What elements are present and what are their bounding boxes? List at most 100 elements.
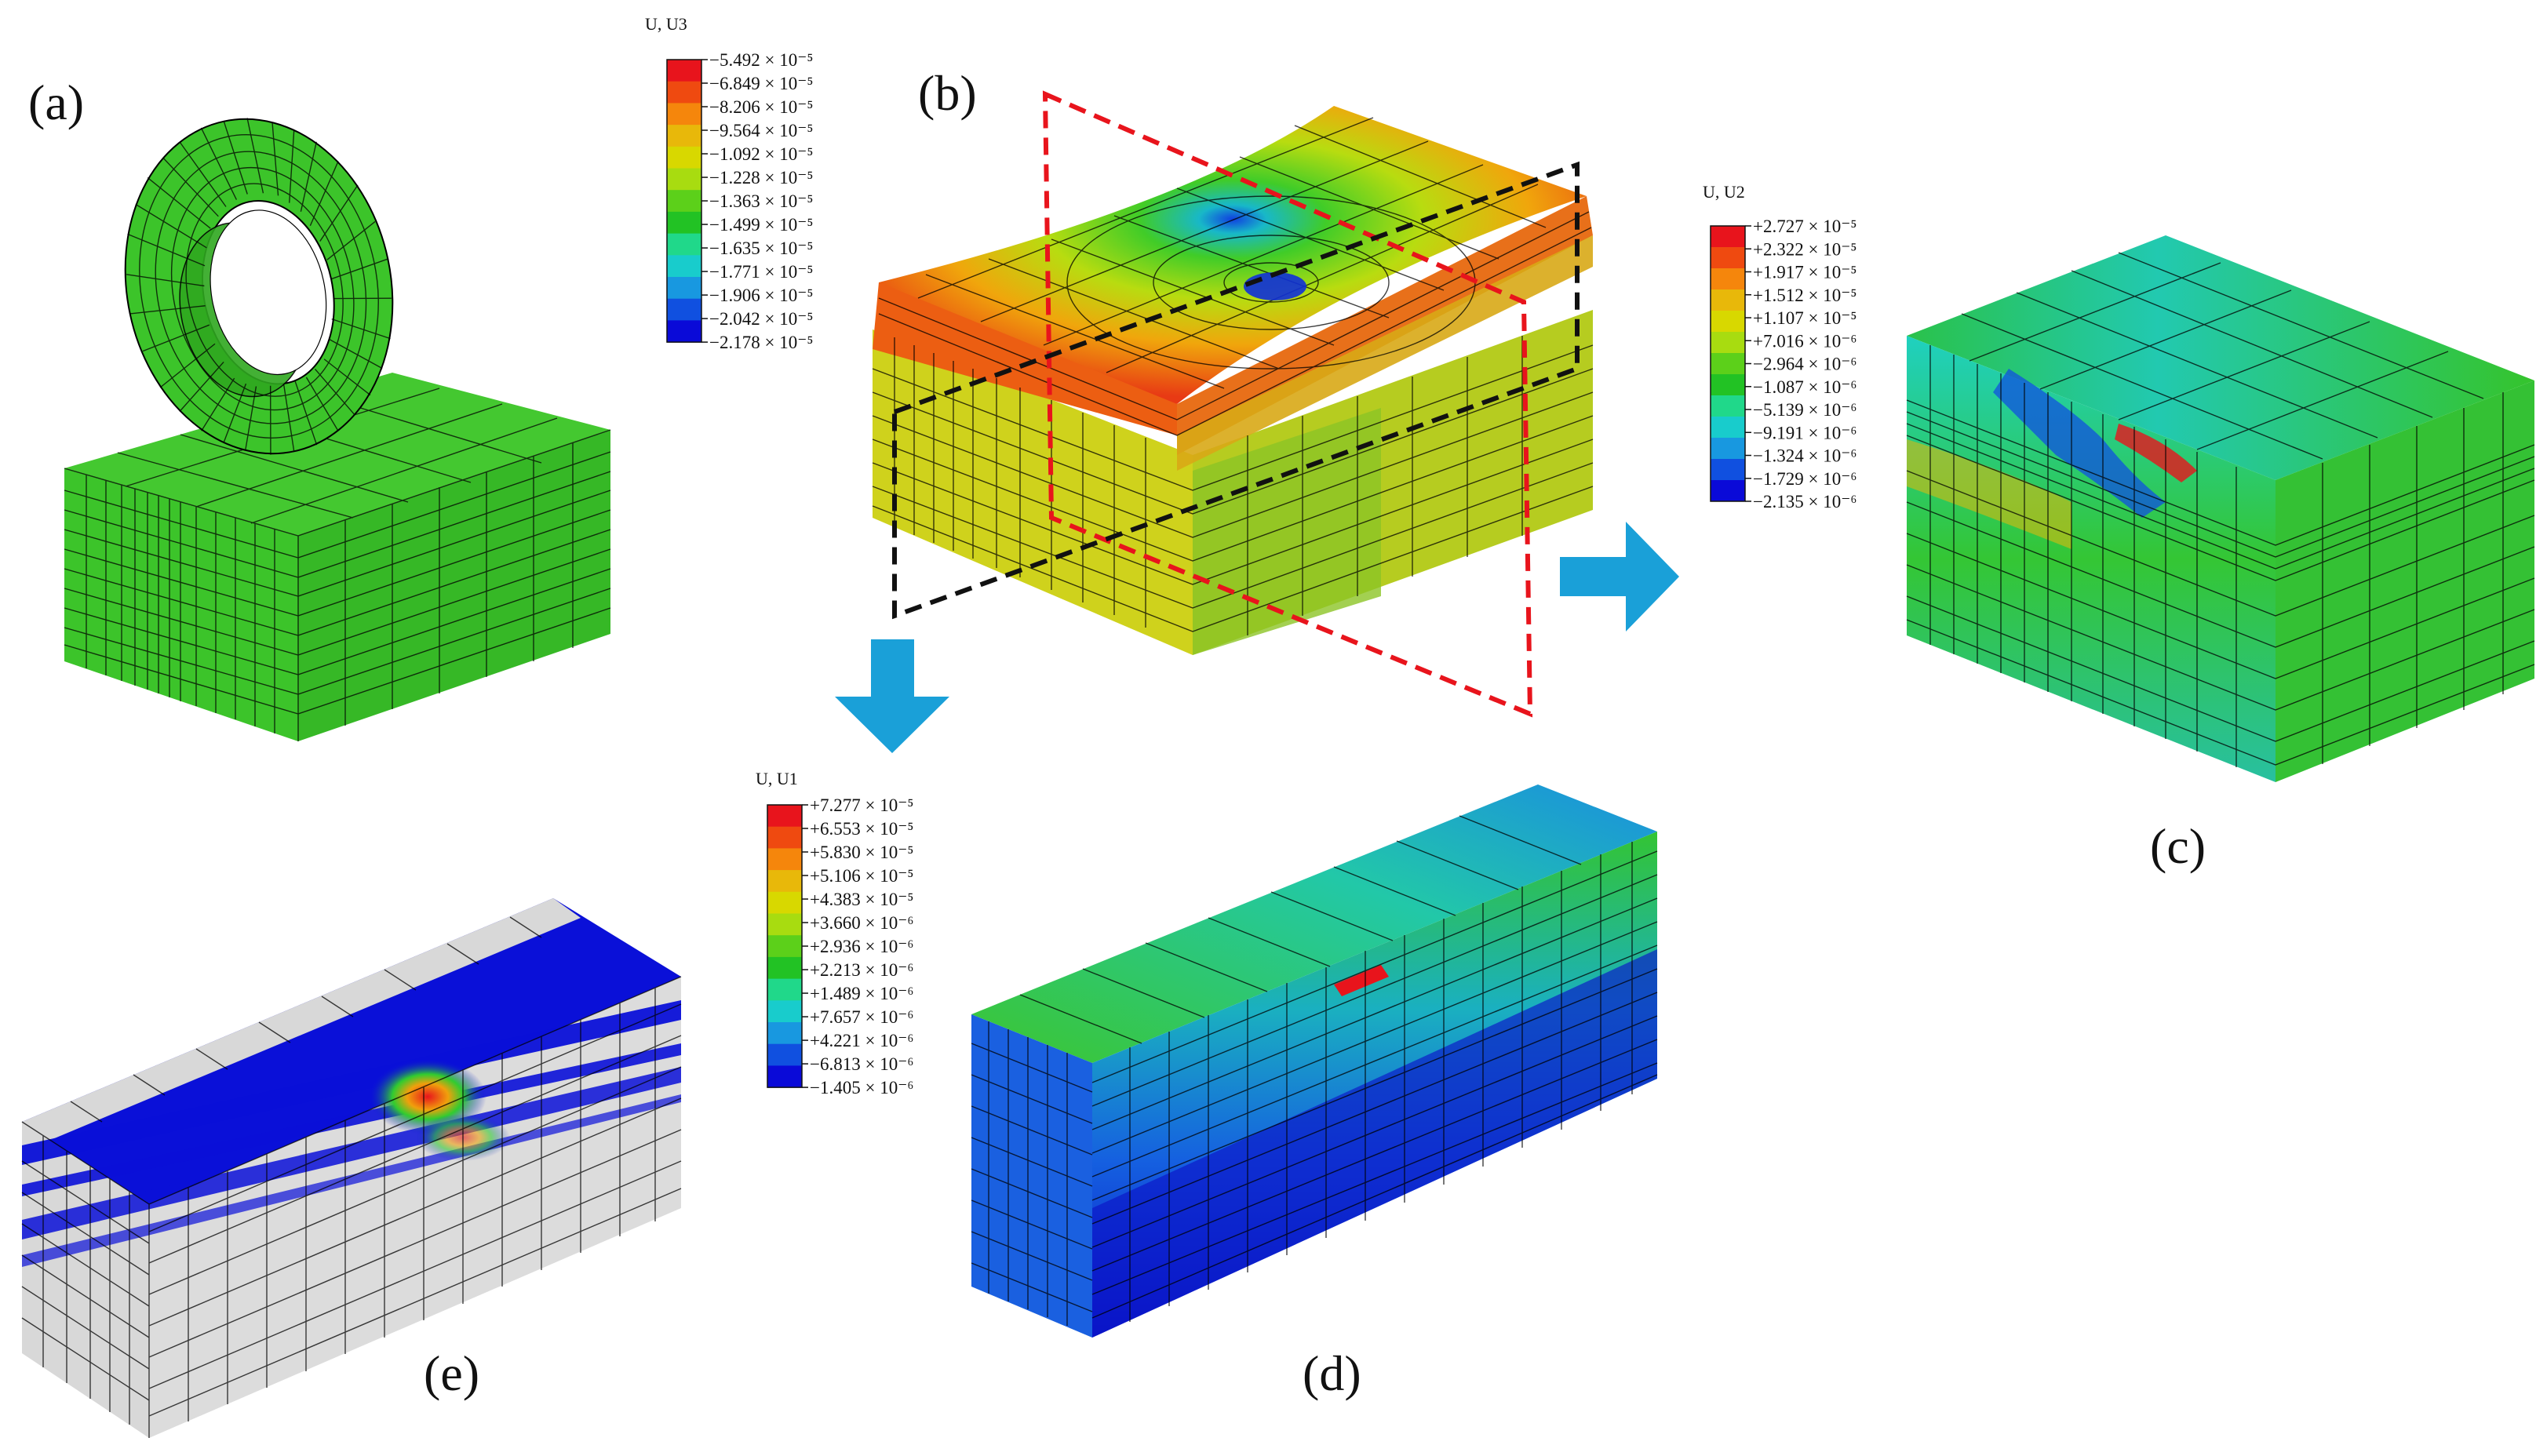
legend-u2-tick-label: +1.107 × 10⁻⁵	[1753, 308, 1857, 328]
panel-e-label: (e)	[424, 1345, 479, 1401]
legend-u1-tick-label: +3.660 × 10⁻⁶	[810, 913, 913, 933]
panel-a-model	[64, 118, 611, 741]
legend-u3-swatch	[667, 320, 701, 343]
panel-b-model	[872, 90, 1594, 718]
panel-a-label: (a)	[28, 75, 84, 130]
legend-u1-swatch	[767, 848, 802, 871]
legend-u2-tick-label: −1.087 × 10⁻⁶	[1753, 377, 1857, 397]
legend-u3-tick-label: −1.228 × 10⁻⁵	[709, 168, 813, 187]
arrow-down	[835, 639, 949, 753]
legend-u1-swatch	[767, 891, 802, 914]
legend-u1-swatch	[767, 1022, 802, 1045]
legend-u2-colorbar	[1710, 225, 1746, 502]
legend-u1-tick-label: +2.936 × 10⁻⁶	[810, 937, 913, 956]
legend-u3-swatch	[667, 146, 701, 169]
legend-u3-tick-label: −8.206 × 10⁻⁵	[709, 97, 813, 117]
legend-u2-tick-label: +1.917 × 10⁻⁵	[1753, 263, 1857, 282]
panel-b-front-face	[873, 329, 1193, 655]
legend-u2-tick-label: −2.135 × 10⁻⁶	[1753, 492, 1857, 511]
panel-c-label: (c)	[2150, 818, 2206, 874]
legend-u2-swatch	[1711, 459, 1745, 481]
legend-u3-tick-label: −1.771 × 10⁻⁵	[709, 262, 813, 282]
legend-u2-swatch	[1711, 480, 1745, 502]
legend-u1-tick-label: +5.830 × 10⁻⁵	[810, 843, 913, 862]
legend-u2-tick-label: +1.512 × 10⁻⁵	[1753, 286, 1857, 305]
arrow-right	[1560, 522, 1679, 632]
legend-u2-swatch	[1711, 268, 1745, 290]
legend-u2-title: U, U2	[1703, 182, 1745, 202]
legend-u3-tick-label: −1.906 × 10⁻⁵	[709, 286, 813, 305]
panel-d-mesh	[971, 815, 1658, 1326]
panel-e-mesh	[21, 916, 682, 1438]
legend-u2-tick-label: +2.727 × 10⁻⁵	[1753, 217, 1857, 236]
legend-u2-tick-label: −9.191 × 10⁻⁶	[1753, 423, 1857, 442]
legend-u1-swatch	[767, 1065, 802, 1088]
legend-u3-swatch	[667, 81, 701, 104]
legend-u1-tick-label: +6.553 × 10⁻⁵	[810, 819, 913, 839]
panel-c-top	[1907, 235, 2534, 480]
legend-u2-swatch	[1711, 353, 1745, 375]
legend-u1-swatch	[767, 956, 802, 980]
legend-u1-colorbar	[767, 804, 803, 1088]
panel-b-label: (b)	[918, 65, 977, 121]
legend-u1-ticks: +7.277 × 10⁻⁵ +6.553 × 10⁻⁵ +5.830 × 10⁻⁵ +…	[802, 795, 913, 1097]
legend-u2-tick-label: +2.322 × 10⁻⁵	[1753, 239, 1857, 259]
legend-u3-tick-label: −2.042 × 10⁻⁵	[709, 309, 813, 329]
legend-u3-title: U, U3	[645, 14, 687, 34]
panel-a-block-side	[298, 430, 610, 741]
legend-u3-tick-label: −1.635 × 10⁻⁵	[709, 238, 813, 258]
legend-u3-swatch	[667, 190, 701, 213]
panel-c-model	[1906, 235, 2535, 782]
legend-u1-tick-label: +5.106 × 10⁻⁵	[810, 866, 913, 886]
legend-u1-swatch	[767, 826, 802, 849]
legend-u3-swatch	[667, 298, 701, 321]
legend-u3-tick-label: −1.363 × 10⁻⁵	[709, 191, 813, 211]
panel-a-mesh	[64, 388, 611, 741]
panel-d-model	[971, 784, 1658, 1338]
legend-u2-ticks: +2.727 × 10⁻⁵ +2.322 × 10⁻⁵ +1.917 × 10⁻⁵ +…	[1745, 217, 1857, 511]
legend-u3-tick-label: −9.564 × 10⁻⁵	[709, 121, 813, 140]
panel-d-left	[971, 1014, 1092, 1338]
legend-u1-tick-label: +4.383 × 10⁻⁵	[810, 890, 913, 909]
legend-u2-swatch	[1711, 332, 1745, 354]
legend-u3-tick-label: −2.178 × 10⁻⁵	[709, 333, 813, 352]
legend-u3-swatch	[667, 60, 701, 82]
panel-a-block-front	[64, 468, 298, 741]
legend-u1-tick-label: +2.213 × 10⁻⁶	[810, 960, 913, 980]
legend-u3-ticks: −5.492 × 10⁻⁵ −6.849 × 10⁻⁵ −8.206 × 10⁻⁵ −…	[701, 50, 813, 352]
legend-u3-colorbar	[666, 59, 702, 343]
panel-d-label: (d)	[1303, 1345, 1361, 1401]
legend-u3-swatch	[667, 125, 701, 147]
legend-u3-tick-label: −1.092 × 10⁻⁵	[709, 144, 813, 164]
legend-u2-swatch	[1711, 395, 1745, 417]
legend-u2-tick-label: −1.729 × 10⁻⁶	[1753, 469, 1857, 489]
panel-c-side	[2276, 380, 2534, 782]
section-plane-black	[892, 161, 1580, 620]
legend-u1-swatch	[767, 978, 802, 1001]
legend-u1-swatch	[767, 913, 802, 936]
legend-u2-tick-label: −2.964 × 10⁻⁶	[1753, 355, 1857, 374]
legend-u2: U, U2 +2.727 × 10⁻⁵ +2.322 × 10⁻⁵ +1.917 ×…	[1703, 182, 1857, 511]
legend-u1-swatch	[767, 1000, 802, 1023]
legend-u3-tick-label: −5.492 × 10⁻⁵	[709, 50, 813, 70]
panel-c-mesh	[1906, 252, 2535, 767]
legend-u1-tick-label: +1.489 × 10⁻⁶	[810, 984, 913, 1003]
legend-u3: U, U3 −5.492 × 10⁻⁵ −6.849 × 10⁻⁵ −8.206 ×…	[645, 14, 813, 352]
legend-u3-swatch	[667, 277, 701, 300]
legend-u3-swatch	[667, 103, 701, 126]
legend-u2-swatch	[1711, 417, 1745, 439]
legend-u1-tick-label: +4.221 × 10⁻⁶	[810, 1031, 913, 1050]
panel-c-front	[1907, 336, 2276, 782]
legend-u1-swatch	[767, 870, 802, 893]
legend-u2-tick-label: −1.324 × 10⁻⁶	[1753, 446, 1857, 466]
legend-u1-tick-label: +7.657 × 10⁻⁶	[810, 1007, 913, 1027]
legend-u1-tick-label: −1.405 × 10⁻⁶	[810, 1078, 913, 1097]
legend-u1-tick-label: −6.813 × 10⁻⁶	[810, 1054, 913, 1074]
legend-u3-swatch	[667, 233, 701, 256]
legend-u2-swatch	[1711, 226, 1745, 248]
legend-u2-swatch	[1711, 311, 1745, 333]
legend-u3-tick-label: −1.499 × 10⁻⁵	[709, 215, 813, 235]
panel-b-top-surface	[879, 106, 1587, 404]
legend-u2-swatch	[1711, 438, 1745, 460]
